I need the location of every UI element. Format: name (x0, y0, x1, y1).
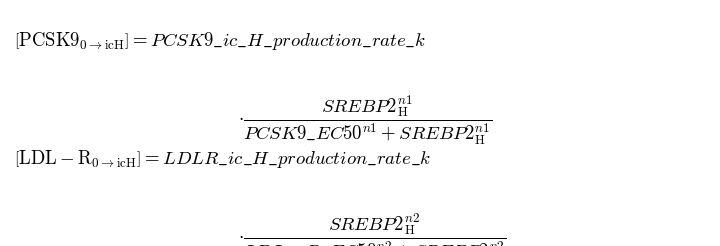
Text: $\cdot\dfrac{\mathit{SREBP2}_{\mathrm{H}}^{n2}}{\mathit{LDL-R\_EC50}^{n2}+\mathi: $\cdot\dfrac{\mathit{SREBP2}_{\mathrm{H}… (238, 212, 506, 246)
Text: $\left[\mathrm{PCSK9}_{0\rightarrow\mathrm{icH}}\right] = \mathit{PCSK9\_ic\_H\_: $\left[\mathrm{PCSK9}_{0\rightarrow\math… (14, 30, 427, 51)
Text: $\left[\mathrm{LDL-R}_{0\rightarrow\mathrm{icH}}\right] = \mathit{LDLR\_ic\_H\_p: $\left[\mathrm{LDL-R}_{0\rightarrow\math… (14, 148, 432, 169)
Text: $\cdot\dfrac{\mathit{SREBP2}_{\mathrm{H}}^{n1}}{\mathit{PCSK9\_EC50}^{n1}+\mathi: $\cdot\dfrac{\mathit{SREBP2}_{\mathrm{H}… (238, 93, 492, 147)
